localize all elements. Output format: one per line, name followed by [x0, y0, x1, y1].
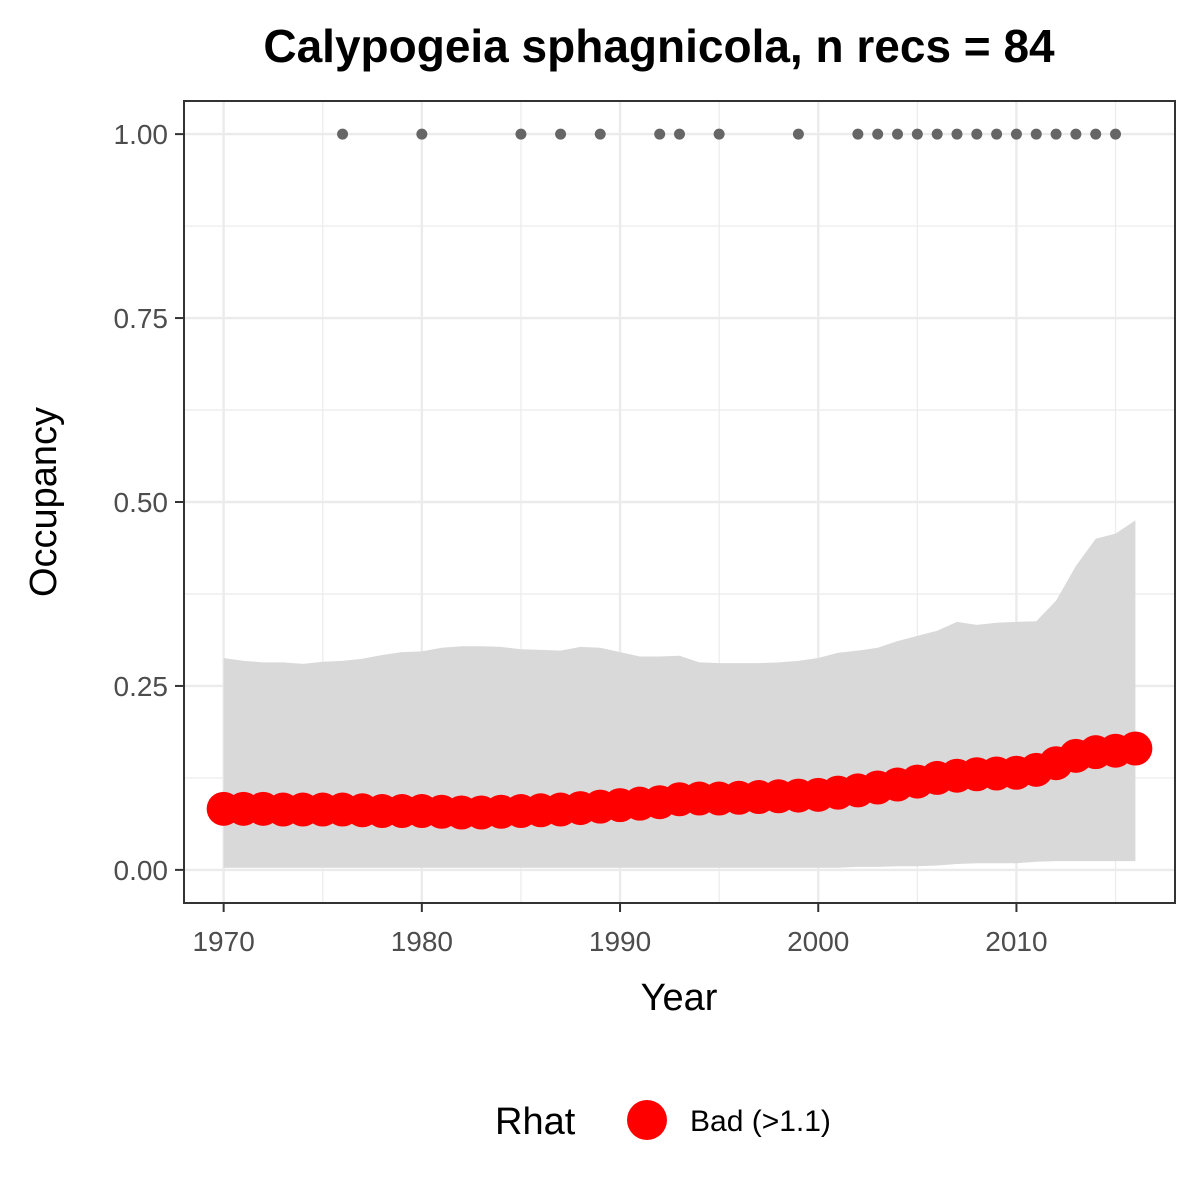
- record-point: [931, 128, 943, 140]
- record-point: [971, 128, 983, 140]
- record-point: [594, 128, 606, 140]
- legend-title: Rhat: [495, 1101, 576, 1143]
- x-axis-title: Year: [641, 977, 718, 1019]
- y-tick-label: 0.50: [114, 487, 169, 518]
- y-tick-label: 0.25: [114, 671, 169, 702]
- y-tick-label: 0.75: [114, 303, 169, 334]
- record-point: [1110, 128, 1122, 140]
- record-point: [674, 128, 685, 140]
- record-point: [1090, 128, 1102, 140]
- y-axis-title: Occupancy: [23, 407, 65, 597]
- record-point: [416, 128, 428, 140]
- y-tick-label: 1.00: [114, 119, 169, 150]
- axes: 0.00 0.25 0.50 0.75 1.00 1970 1980 1990 2000 2010: [114, 119, 1048, 957]
- record-point: [991, 128, 1003, 140]
- legend-key-red-circle: [627, 1100, 667, 1140]
- record-point: [1010, 128, 1022, 140]
- x-tick-label: 1980: [391, 926, 453, 957]
- x-tick-label: 2010: [985, 926, 1047, 957]
- record-point: [951, 128, 963, 140]
- x-tick-label: 1970: [192, 926, 254, 957]
- occupancy-points: [206, 731, 1153, 830]
- chart-title: Calypogeia sphagnicola, n recs = 84: [263, 20, 1055, 72]
- legend-label-bad: Bad (>1.1): [690, 1105, 831, 1138]
- x-tick-label: 2000: [787, 926, 849, 957]
- legend: Rhat Bad (>1.1): [495, 1100, 831, 1143]
- plot-area: [183, 100, 1176, 904]
- record-point: [555, 128, 567, 140]
- record-point: [1050, 128, 1062, 140]
- record-point: [515, 128, 527, 140]
- record-point: [911, 128, 923, 140]
- record-point: [713, 128, 725, 140]
- record-point: [1070, 128, 1082, 140]
- record-point: [852, 128, 864, 140]
- y-tick-label: 0.00: [114, 855, 169, 886]
- record-points: [337, 128, 1122, 140]
- record-point: [654, 128, 666, 140]
- record-point: [337, 128, 349, 140]
- record-point: [1030, 128, 1042, 140]
- record-point: [792, 128, 804, 140]
- occupancy-point: [1118, 731, 1153, 766]
- record-point: [892, 128, 904, 140]
- x-tick-label: 1990: [589, 926, 651, 957]
- record-point: [872, 128, 884, 140]
